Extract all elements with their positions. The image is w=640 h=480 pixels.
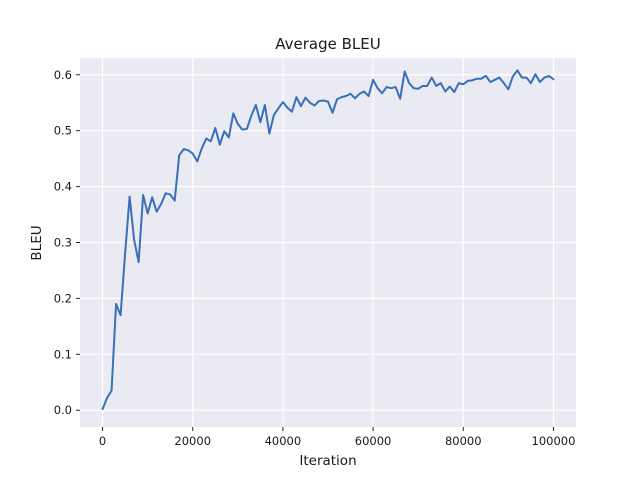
- y-axis: 0.0 0.1 0.2 0.3 0.4 0.5 0.6: [54, 68, 80, 417]
- y-tick-label: 0.1: [54, 347, 72, 361]
- x-tick-label: 100000: [532, 434, 576, 448]
- x-tick-label: 60000: [355, 434, 392, 448]
- x-axis: 0 20000 40000 60000 80000 100000: [99, 427, 576, 448]
- y-tick-label: 0.0: [54, 403, 72, 417]
- series-line: [101, 69, 555, 411]
- series-layer: [101, 69, 555, 411]
- y-tick-label: 0.6: [54, 68, 72, 82]
- x-tick-label: 80000: [445, 434, 482, 448]
- y-gridlines: [80, 74, 576, 411]
- y-tick-label: 0.3: [54, 236, 72, 250]
- y-tick-label: 0.2: [54, 291, 72, 305]
- x-axis-label: Iteration: [299, 453, 356, 469]
- x-tick-label: 40000: [265, 434, 302, 448]
- x-tick-label: 20000: [174, 434, 211, 448]
- x-tick-label: 0: [99, 434, 106, 448]
- y-axis-label: BLEU: [29, 225, 45, 260]
- y-tick-label: 0.5: [54, 124, 72, 138]
- y-tick-label: 0.4: [54, 180, 72, 194]
- chart-title: Average BLEU: [275, 35, 380, 53]
